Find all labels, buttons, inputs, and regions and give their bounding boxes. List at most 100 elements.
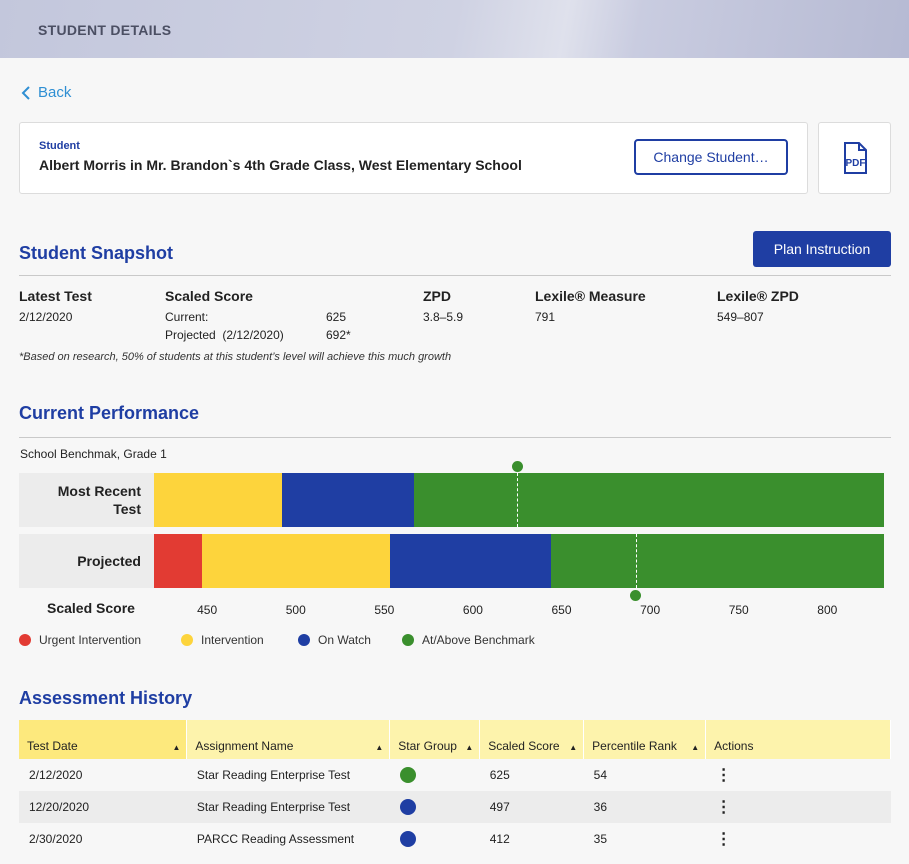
col-test-date[interactable]: Test Date ▲ — [19, 720, 188, 759]
most-recent-segment-at-above-benchmark — [414, 473, 884, 527]
legend-swatch — [402, 634, 414, 646]
col-percentile-rank[interactable]: Percentile Rank ▲ — [583, 720, 707, 759]
projected-segment-on-watch — [389, 534, 551, 588]
change-student-button[interactable]: Change Student… — [634, 139, 788, 175]
test-date-cell: 2/30/2020 — [29, 832, 83, 846]
assessment-history-table: Test Date ▲ Assignment Name ▲ Star Group ▲ … — [19, 720, 891, 855]
legend-label: At/Above Benchmark — [422, 633, 535, 647]
zpd-heading: ZPD — [423, 288, 451, 304]
plan-instruction-button[interactable]: Plan Instruction — [753, 231, 891, 267]
performance-title: Current Performance — [19, 403, 200, 423]
col-star-group[interactable]: Star Group ▲ — [389, 720, 481, 759]
lexile-measure-value: 791 — [535, 310, 556, 324]
sort-icon: ▲ — [569, 743, 578, 752]
axis-tick-label: 700 — [640, 603, 661, 617]
growth-footnote: *Based on research, 50% of students at t… — [19, 351, 452, 363]
more-actions-icon[interactable]: ⋮ — [715, 767, 732, 784]
percentile-cell: 54 — [593, 768, 608, 782]
performance-divider — [19, 437, 891, 438]
snapshot-title: Student Snapshot — [19, 243, 173, 263]
projected-row-label: Projected — [19, 534, 154, 588]
col-scaled-score[interactable]: Scaled Score ▲ — [479, 720, 585, 759]
benchmark-label: School Benchmak, Grade 1 — [20, 447, 167, 461]
legend-label: On Watch — [318, 633, 371, 647]
legend-label: Intervention — [201, 633, 264, 647]
test-date-cell: 12/20/2020 — [19, 791, 187, 823]
axis-tick-label: 550 — [374, 603, 395, 617]
projected-score-marker-line — [635, 534, 637, 588]
lexile-zpd-value: 549–807 — [717, 310, 764, 324]
table-row: 2/12/2020 Star Reading Enterprise Test 6… — [19, 759, 891, 791]
latest-test-heading: Latest Test — [19, 288, 92, 304]
most-recent-label-line1: Most Recent — [57, 483, 141, 499]
projected-label: Projected — [77, 553, 141, 569]
more-actions-icon[interactable]: ⋮ — [715, 799, 732, 816]
legend-label: Urgent Intervention — [39, 633, 142, 647]
pdf-export-button[interactable]: PDF — [818, 122, 891, 194]
test-date-cell: 2/12/2020 — [29, 768, 83, 782]
scaled-score-heading: Scaled Score — [165, 288, 253, 304]
current-score-marker-line — [517, 473, 519, 527]
star-group-dot — [399, 831, 416, 847]
col-actions: Actions — [705, 720, 891, 759]
chevron-left-icon — [21, 85, 30, 100]
most-recent-row-label: Most Recent Test — [19, 473, 154, 527]
star-group-dot — [399, 799, 416, 815]
axis-tick-label: 750 — [728, 603, 749, 617]
projected-segment-at-above-benchmark — [550, 534, 884, 588]
table-row: 12/20/2020 Star Reading Enterprise Test … — [19, 791, 891, 823]
legend-on-watch: On Watch — [298, 633, 371, 647]
legend-intervention: Intervention — [181, 633, 264, 647]
percentile-cell: 36 — [583, 791, 706, 823]
student-name: Albert Morris in Mr. Brandon`s 4th Grade… — [39, 157, 522, 173]
axis-tick-label: 500 — [285, 603, 306, 617]
col-assignment-name[interactable]: Assignment Name ▲ — [186, 720, 391, 759]
axis-tick-label: 650 — [551, 603, 572, 617]
back-label: Back — [38, 84, 72, 101]
scaled-score-cell: 625 — [489, 768, 510, 782]
pdf-icon: PDF — [843, 142, 867, 174]
current-score-label: Current: — [165, 310, 209, 324]
assignment-name-cell: Star Reading Enterprise Test — [196, 768, 351, 782]
page-title: STUDENT DETAILS — [38, 22, 172, 38]
pdf-label: PDF — [845, 158, 865, 169]
sort-icon: ▲ — [465, 743, 474, 752]
more-actions-icon[interactable]: ⋮ — [715, 831, 732, 848]
history-title: Assessment History — [19, 688, 193, 708]
sort-icon: ▲ — [375, 743, 384, 752]
sort-icon: ▲ — [691, 743, 700, 752]
assignment-name-cell: PARCC Reading Assessment — [196, 832, 355, 846]
current-score-marker-dot — [511, 461, 523, 472]
scaled-score-cell: 412 — [489, 832, 510, 846]
scaled-score-cell: 497 — [479, 791, 584, 823]
legend-swatch — [181, 634, 193, 646]
lexile-measure-heading: Lexile® Measure — [535, 288, 646, 304]
legend-urgent-intervention: Urgent Intervention — [19, 633, 141, 647]
page-header: STUDENT DETAILS — [0, 0, 909, 58]
projected-segment-intervention — [201, 534, 390, 588]
projected-score-marker-dot — [630, 590, 642, 601]
projected-score-value: 692* — [326, 328, 351, 342]
current-score-value: 625 — [326, 310, 347, 324]
sort-icon: ▲ — [172, 743, 181, 752]
projected-score-label: Projected (2/12/2020) — [165, 328, 284, 342]
legend-at-above-benchmark: At/Above Benchmark — [402, 633, 535, 647]
most-recent-segment-on-watch — [281, 473, 415, 527]
axis-tick-label: 600 — [462, 603, 483, 617]
percentile-cell: 35 — [593, 832, 608, 846]
projected-segment-urgent-intervention — [154, 534, 202, 588]
scaled-score-axis-label: Scaled Score — [47, 600, 135, 616]
most-recent-label-line2: Test — [113, 501, 141, 517]
legend-swatch — [298, 634, 310, 646]
assignment-name-cell: Star Reading Enterprise Test — [186, 791, 390, 823]
axis-tick-label: 800 — [817, 603, 838, 617]
table-row: 2/30/2020 PARCC Reading Assessment 412 3… — [19, 823, 891, 855]
lexile-zpd-heading: Lexile® ZPD — [717, 288, 799, 304]
snapshot-divider — [19, 275, 891, 276]
student-card: Student Albert Morris in Mr. Brandon`s 4… — [19, 122, 808, 194]
back-link[interactable]: Back — [20, 84, 71, 101]
star-group-dot — [399, 767, 416, 783]
zpd-value: 3.8–5.9 — [423, 310, 464, 324]
student-label: Student — [39, 140, 80, 152]
latest-test-value: 2/12/2020 — [19, 310, 73, 324]
